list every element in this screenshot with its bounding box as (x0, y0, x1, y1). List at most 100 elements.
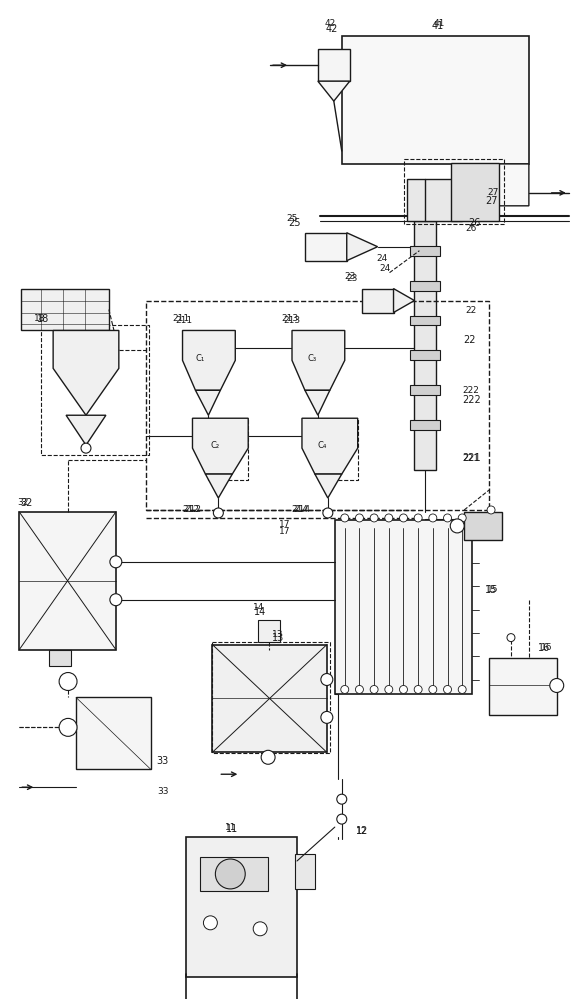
Bar (41, 325, 149, 455)
Bar (410, 281, 440, 291)
Circle shape (370, 685, 378, 693)
Text: 42: 42 (326, 24, 338, 34)
Bar (212, 645, 327, 752)
Text: 22: 22 (463, 335, 475, 345)
Text: 33: 33 (157, 756, 168, 766)
Circle shape (59, 673, 77, 690)
Polygon shape (205, 474, 232, 498)
Text: 213: 213 (281, 314, 299, 323)
Text: 212: 212 (182, 505, 199, 514)
Text: 41: 41 (434, 19, 445, 28)
Bar (335, 520, 472, 694)
Bar (185, 837, 297, 977)
Text: 16: 16 (538, 643, 550, 653)
Text: 15: 15 (487, 585, 499, 594)
Text: 212: 212 (184, 505, 201, 514)
Circle shape (444, 514, 451, 522)
Text: 23: 23 (346, 274, 357, 283)
Text: 222: 222 (463, 386, 480, 395)
Circle shape (414, 685, 422, 693)
Circle shape (429, 685, 437, 693)
Bar (76, 697, 151, 769)
Text: 214: 214 (294, 505, 311, 514)
Circle shape (458, 685, 466, 693)
Text: 15: 15 (485, 585, 497, 595)
Circle shape (429, 514, 437, 522)
Circle shape (385, 514, 393, 522)
Polygon shape (183, 330, 235, 390)
Text: 11: 11 (225, 823, 236, 832)
Bar (295, 854, 315, 889)
Text: 24: 24 (376, 254, 387, 263)
Bar (146, 301, 489, 510)
Polygon shape (200, 857, 268, 891)
Polygon shape (66, 415, 106, 445)
Text: 26: 26 (468, 218, 480, 228)
Circle shape (337, 814, 347, 824)
Text: 11: 11 (226, 824, 238, 834)
Polygon shape (53, 330, 119, 415)
Circle shape (214, 508, 223, 518)
Circle shape (458, 514, 466, 522)
Polygon shape (464, 164, 529, 206)
Polygon shape (193, 418, 248, 474)
Bar (21, 289, 109, 330)
Text: 25: 25 (289, 218, 301, 228)
Bar (410, 420, 440, 430)
Circle shape (261, 750, 275, 764)
Bar (464, 512, 502, 540)
Circle shape (507, 634, 515, 642)
Text: 12: 12 (356, 826, 368, 836)
Text: 18: 18 (33, 314, 45, 323)
Circle shape (444, 685, 451, 693)
Bar (410, 246, 440, 256)
Polygon shape (292, 330, 345, 390)
Text: C₂: C₂ (211, 441, 220, 450)
Text: 16: 16 (541, 643, 552, 652)
Circle shape (337, 794, 347, 804)
Bar (410, 350, 440, 360)
Circle shape (400, 514, 407, 522)
Polygon shape (318, 81, 350, 101)
Text: 221: 221 (463, 454, 480, 463)
Bar (212, 642, 330, 753)
Bar (362, 289, 393, 313)
Text: 13: 13 (272, 633, 284, 643)
Text: 33: 33 (157, 787, 168, 796)
Bar (305, 233, 347, 261)
Text: 32: 32 (20, 498, 32, 508)
Circle shape (215, 859, 245, 889)
Circle shape (400, 685, 407, 693)
Bar (414, 221, 436, 470)
Bar (489, 658, 556, 715)
Text: 27: 27 (487, 188, 499, 197)
Text: 23: 23 (344, 272, 355, 281)
Circle shape (356, 685, 363, 693)
Text: C₄: C₄ (317, 441, 326, 450)
Polygon shape (315, 474, 342, 498)
Text: 26: 26 (465, 224, 477, 233)
Text: 213: 213 (284, 316, 301, 325)
Text: 41: 41 (431, 21, 443, 31)
Circle shape (81, 443, 91, 453)
Circle shape (414, 514, 422, 522)
Polygon shape (347, 233, 377, 261)
Text: 12: 12 (356, 827, 367, 836)
Circle shape (370, 514, 378, 522)
Text: 32: 32 (18, 498, 29, 507)
Bar (407, 179, 462, 221)
Bar (451, 163, 499, 221)
Circle shape (321, 711, 333, 723)
Bar (404, 159, 504, 224)
Circle shape (59, 718, 77, 736)
Text: 24: 24 (379, 264, 390, 273)
Text: 14: 14 (252, 603, 264, 612)
Circle shape (110, 556, 122, 568)
Text: 27: 27 (485, 196, 497, 206)
Bar (410, 385, 440, 395)
Text: 17: 17 (279, 527, 291, 536)
Text: 221: 221 (462, 453, 481, 463)
Circle shape (385, 685, 393, 693)
Bar (49, 650, 71, 666)
Text: 18: 18 (37, 314, 49, 324)
